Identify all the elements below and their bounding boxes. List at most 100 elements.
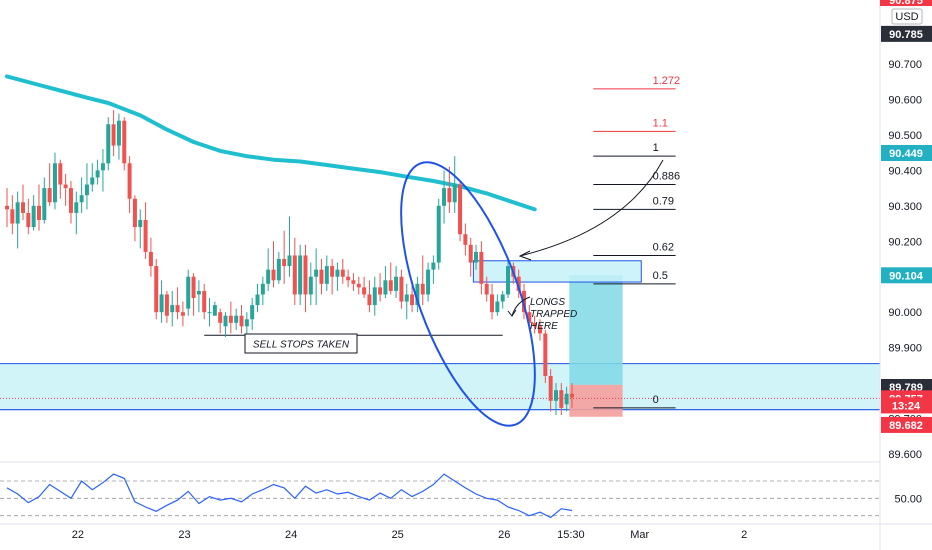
candle-body	[538, 326, 542, 334]
candle-body	[447, 188, 452, 203]
candle-body	[212, 305, 217, 316]
candle-body	[68, 188, 73, 213]
candle-body	[143, 220, 148, 252]
candle	[122, 117, 127, 171]
candle-body	[31, 205, 36, 228]
candle	[175, 287, 180, 320]
fib-level-label: 1.272	[653, 75, 681, 87]
candle	[234, 308, 239, 330]
candle	[330, 259, 335, 295]
fib-layer: 1.272 1.1 1 0.886 0.79 0.62 0.5 0	[593, 75, 681, 409]
candle	[282, 230, 287, 284]
rsi-layer	[0, 461, 880, 519]
price-tag-text: 89.682	[889, 420, 923, 432]
candle	[340, 259, 345, 284]
candle	[164, 290, 169, 323]
candle	[143, 202, 148, 259]
candle	[244, 312, 249, 334]
price-tag-bg	[881, 416, 932, 433]
candle-body	[436, 205, 441, 263]
candle	[31, 195, 36, 231]
candle	[15, 191, 20, 249]
candle-body	[399, 276, 404, 302]
candle-body	[255, 294, 260, 306]
longs-trapped-text: LONGS	[530, 297, 565, 308]
candle-body	[330, 266, 335, 277]
candle	[351, 273, 356, 291]
candle-body	[490, 294, 495, 313]
candle	[170, 290, 175, 327]
candle-body	[415, 283, 420, 306]
candle-body	[95, 170, 100, 178]
fib-level-label: 0.886	[653, 171, 681, 183]
candle	[154, 259, 159, 320]
candle	[74, 191, 79, 235]
candle-body	[292, 255, 297, 295]
candle-body	[506, 266, 511, 295]
candle	[506, 259, 511, 298]
fib-level-label: 0	[653, 394, 659, 406]
candle	[543, 329, 548, 384]
candle-body	[282, 259, 287, 267]
top-price-tag-text: 90.875	[889, 0, 923, 7]
candle	[394, 266, 399, 298]
x-tick-label: 24	[285, 529, 297, 541]
candle-body	[154, 266, 159, 313]
candle	[298, 244, 303, 306]
candle-body	[516, 276, 521, 291]
candle-body	[250, 305, 255, 320]
candle	[324, 255, 329, 291]
candle-body	[468, 244, 473, 263]
candle-body	[404, 294, 409, 302]
candle	[207, 298, 212, 327]
candle	[442, 170, 447, 224]
candle-body	[548, 376, 553, 401]
candle-body	[314, 269, 319, 277]
candle	[548, 368, 553, 412]
candle-body	[159, 294, 164, 313]
candle-body	[458, 184, 463, 235]
candle-body	[276, 259, 281, 281]
candle	[314, 248, 319, 306]
candle-body	[474, 251, 479, 263]
candle	[426, 262, 431, 302]
candle-body	[298, 255, 303, 295]
candle	[463, 223, 468, 256]
candle-body	[271, 269, 276, 281]
candle-body	[132, 198, 137, 228]
candle	[303, 244, 308, 313]
currency-badge	[891, 8, 923, 25]
candle	[468, 237, 473, 277]
candle-body	[164, 294, 169, 316]
candle	[479, 241, 484, 295]
candle-body	[223, 315, 228, 327]
candle-body	[170, 305, 175, 313]
candle-body	[335, 269, 340, 277]
price-tick-label: 90.000	[888, 307, 922, 319]
top-price-tag	[880, 0, 932, 6]
price-tag-text: 90.785	[889, 29, 923, 41]
candle-body	[186, 276, 191, 309]
candle-body	[383, 280, 388, 295]
candle	[495, 294, 500, 316]
rsi-line	[6, 473, 573, 519]
candle	[431, 255, 436, 284]
candle	[378, 273, 383, 302]
candle	[255, 283, 260, 313]
price-tick-label: 89.600	[888, 449, 922, 461]
candle-body	[202, 290, 207, 313]
price-tag: 90.104	[881, 267, 932, 284]
candle-body	[10, 209, 15, 224]
candle-body	[84, 184, 89, 196]
candle	[436, 198, 441, 270]
candle	[180, 301, 185, 327]
candle	[484, 276, 489, 302]
candle	[564, 386, 569, 412]
candle	[287, 216, 292, 277]
x-tick-label: 26	[498, 529, 510, 541]
candle-body	[175, 305, 180, 313]
price-tag: 89.682	[881, 416, 932, 433]
candle-body	[196, 290, 201, 295]
